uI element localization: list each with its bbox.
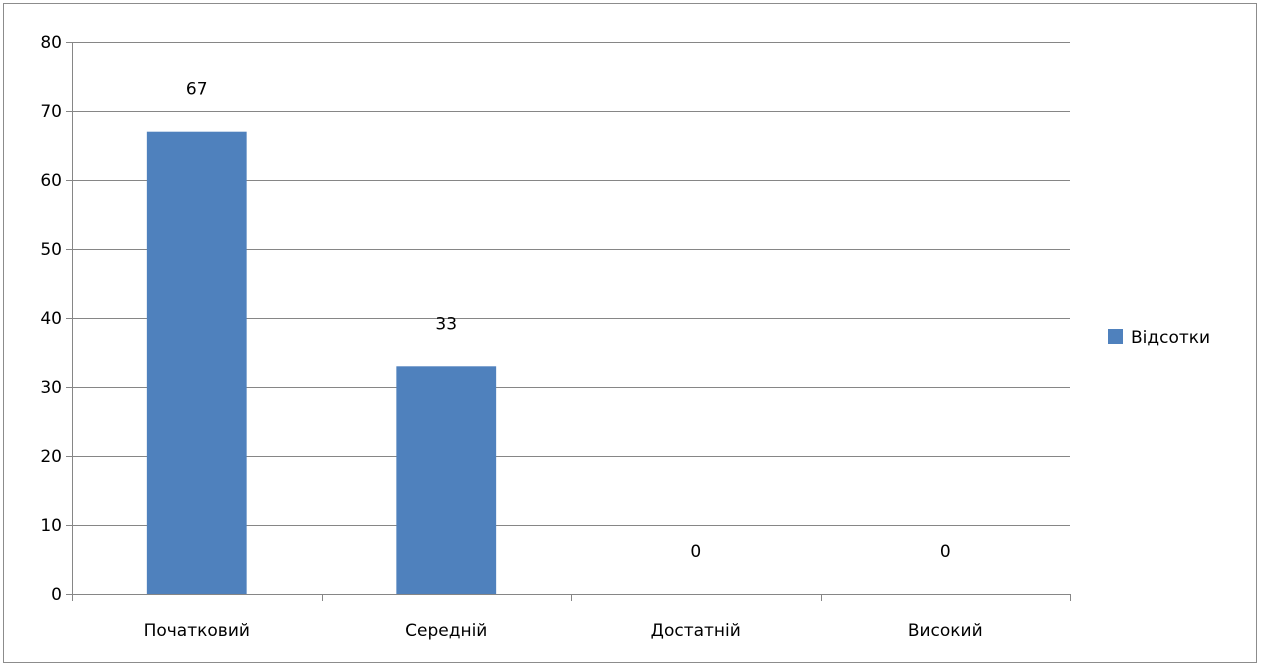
data-label: 67 bbox=[186, 80, 208, 100]
y-tick-label: 20 bbox=[40, 447, 62, 467]
y-tick-label: 30 bbox=[40, 378, 62, 398]
legend-swatch-vidsotky bbox=[1108, 329, 1123, 344]
y-tick-label: 40 bbox=[40, 309, 62, 329]
y-tick-label: 50 bbox=[40, 240, 62, 260]
x-category-label: Початковий bbox=[144, 621, 250, 641]
y-tick-label: 10 bbox=[40, 516, 62, 536]
y-tick-label: 60 bbox=[40, 171, 62, 191]
y-tick-label: 0 bbox=[51, 585, 62, 605]
y-tick-label: 80 bbox=[40, 33, 62, 53]
x-category-label: Середній bbox=[405, 621, 487, 641]
data-label: 33 bbox=[435, 314, 457, 334]
labels: 0 10 20 30 40 50 60 70 80 67 Початковий 33 Середній 0… bbox=[40, 33, 982, 641]
x-category-label: Високий bbox=[908, 621, 983, 641]
x-category-label: Достатній bbox=[651, 621, 741, 641]
data-label: 0 bbox=[940, 542, 951, 562]
data-label: 0 bbox=[690, 542, 701, 562]
axes bbox=[66, 42, 1071, 601]
y-tick-label: 70 bbox=[40, 102, 62, 122]
bars bbox=[146, 131, 497, 594]
bar bbox=[146, 131, 247, 594]
legend: Відсотки bbox=[1108, 328, 1210, 348]
legend-label-vidsotky: Відсотки bbox=[1131, 328, 1210, 348]
bar bbox=[396, 366, 497, 594]
